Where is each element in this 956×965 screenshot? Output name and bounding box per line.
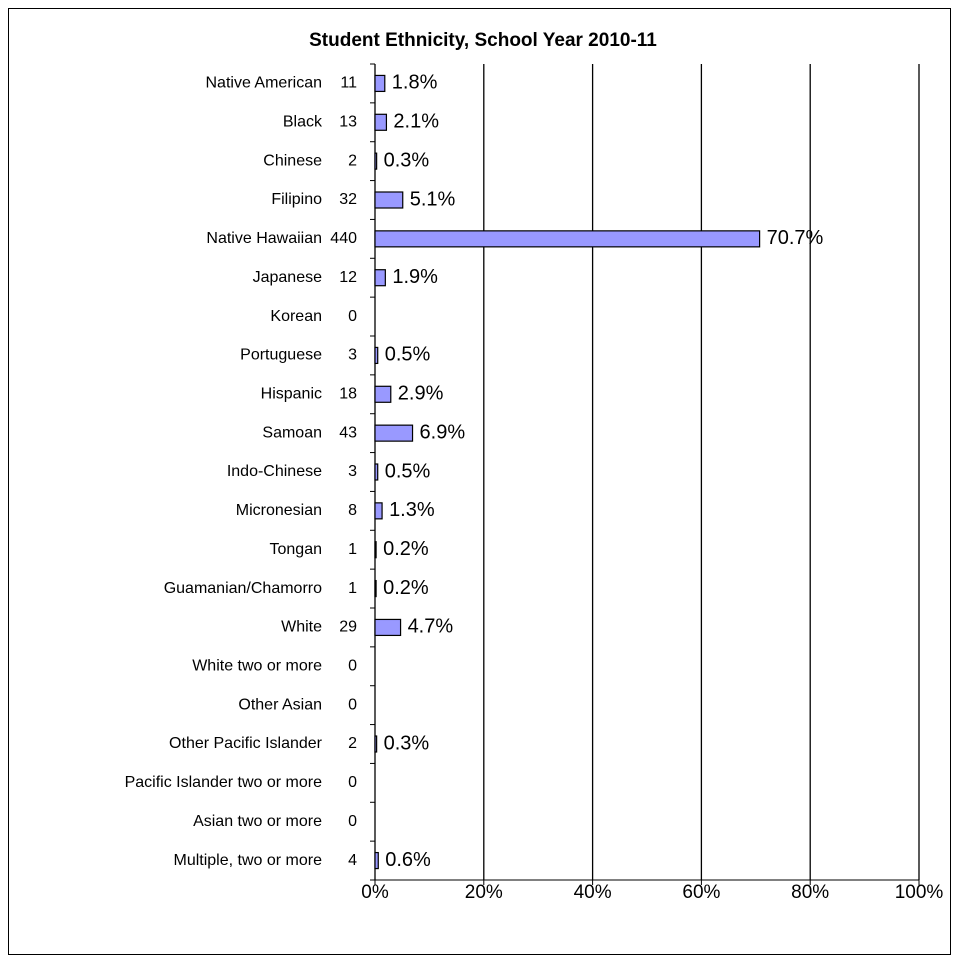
x-tick-label: 20% <box>465 882 503 903</box>
count-label: 1 <box>348 580 357 597</box>
category-label: White two or more <box>192 658 322 675</box>
bar <box>374 269 386 287</box>
count-label: 2 <box>348 735 357 752</box>
bar <box>374 735 378 753</box>
category-label: Portuguese <box>240 347 322 364</box>
value-label: 0.5% <box>385 344 431 366</box>
value-label: 0.2% <box>383 577 429 599</box>
value-label: 1.9% <box>392 266 438 288</box>
value-label: 0.6% <box>385 849 431 871</box>
bar <box>374 230 761 248</box>
bar <box>374 463 379 481</box>
count-label: 18 <box>339 386 357 403</box>
count-label: 440 <box>330 230 357 247</box>
x-tick-label: 100% <box>895 882 944 903</box>
bar <box>374 541 377 559</box>
count-label: 11 <box>340 75 357 92</box>
category-label: Asian two or more <box>193 813 322 830</box>
category-label: Micronesian <box>236 502 322 519</box>
category-label: Korean <box>270 308 322 325</box>
count-label: 29 <box>339 619 357 636</box>
value-label: 0.2% <box>383 538 429 560</box>
bar <box>374 113 388 131</box>
bar <box>374 74 386 93</box>
count-label: 1 <box>348 541 357 558</box>
count-label: 4 <box>348 852 357 869</box>
bar <box>374 152 378 170</box>
count-label: 0 <box>348 696 357 713</box>
bar <box>374 191 404 209</box>
x-tick-label: 80% <box>791 882 829 903</box>
x-tick-label: 40% <box>574 882 612 903</box>
category-label: Japanese <box>253 269 322 286</box>
category-label: Chinese <box>263 152 322 169</box>
bar <box>374 424 414 442</box>
category-label: Filipino <box>271 191 322 208</box>
bar <box>374 502 383 520</box>
count-label: 32 <box>339 191 357 208</box>
category-label: White <box>281 619 322 636</box>
value-label: 2.1% <box>393 111 439 133</box>
value-label: 1.8% <box>392 72 438 94</box>
value-label: 6.9% <box>420 421 466 443</box>
count-label: 43 <box>339 424 357 441</box>
bar <box>374 618 402 637</box>
category-label: Native American <box>206 75 323 92</box>
value-label: 0.5% <box>385 460 431 482</box>
bar <box>374 579 377 598</box>
count-label: 0 <box>348 308 357 325</box>
count-label: 3 <box>348 463 357 480</box>
category-label: Other Asian <box>238 696 322 713</box>
category-label: Tongan <box>270 541 323 558</box>
count-label: 8 <box>348 502 357 519</box>
category-label: Guamanian/Chamorro <box>164 580 322 597</box>
count-label: 2 <box>348 152 357 169</box>
category-label: Black <box>283 114 323 131</box>
bar <box>374 346 379 365</box>
value-label: 0.3% <box>384 732 430 754</box>
category-label: Hispanic <box>261 386 322 403</box>
chart-frame <box>8 8 951 955</box>
bar <box>374 851 379 870</box>
count-label: 12 <box>339 269 357 286</box>
category-label: Multiple, two or more <box>174 852 323 869</box>
value-label: 4.7% <box>408 616 454 638</box>
chart-title: Student Ethnicity, School Year 2010-11 <box>309 30 657 51</box>
bar <box>374 385 392 403</box>
x-tick-label: 60% <box>682 882 720 903</box>
x-tick-label: 0% <box>361 882 389 903</box>
category-label: Pacific Islander two or more <box>125 774 323 791</box>
value-label: 5.1% <box>410 188 456 210</box>
count-label: 13 <box>339 114 357 131</box>
count-label: 0 <box>348 813 357 830</box>
value-label: 1.3% <box>389 499 435 521</box>
category-label: Other Pacific Islander <box>169 735 323 752</box>
value-label: 0.3% <box>384 149 430 171</box>
category-label: Samoan <box>262 424 322 441</box>
category-label: Indo-Chinese <box>227 463 322 480</box>
count-label: 3 <box>348 347 357 364</box>
count-label: 0 <box>348 774 357 791</box>
value-label: 70.7% <box>767 227 824 249</box>
count-label: 0 <box>348 658 357 675</box>
category-label: Native Hawaiian <box>206 230 322 247</box>
value-label: 2.9% <box>398 383 444 405</box>
